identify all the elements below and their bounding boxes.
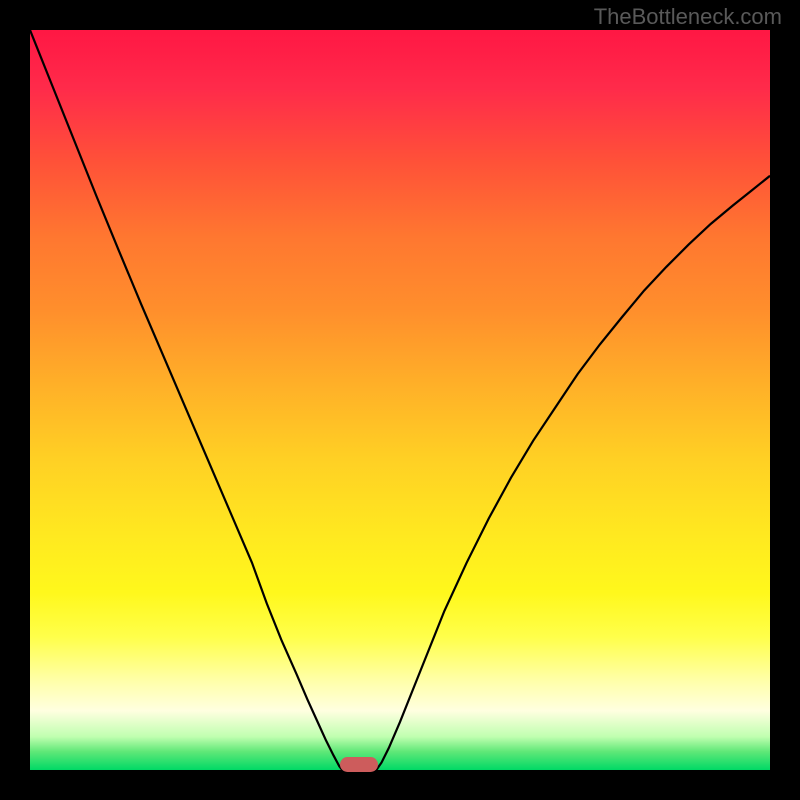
curve-left-branch (30, 30, 342, 770)
bottleneck-curve (30, 30, 770, 770)
watermark-text: TheBottleneck.com (594, 4, 782, 30)
curve-right-branch (376, 176, 770, 770)
plot-area (30, 30, 770, 770)
bottleneck-minimum-marker (340, 757, 378, 772)
